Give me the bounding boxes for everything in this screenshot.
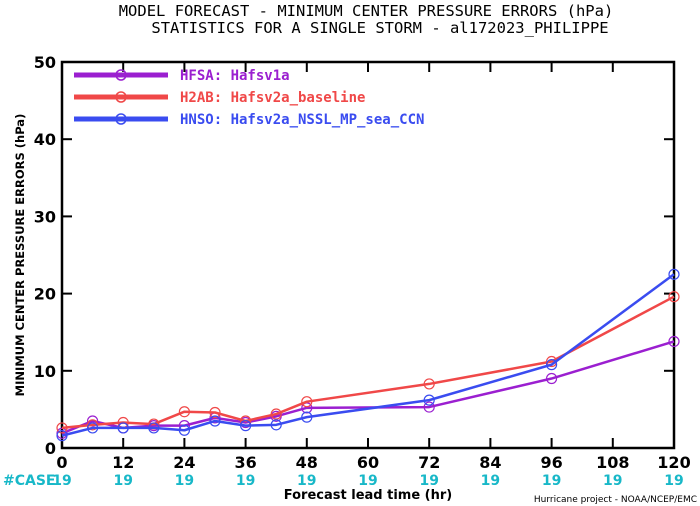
y-tick-label: 0 <box>45 439 56 458</box>
case-count: 19 <box>481 473 500 489</box>
case-count: 19 <box>297 473 316 489</box>
data-point <box>56 430 68 442</box>
data-point <box>423 378 435 390</box>
legend-label: HFSA: Hafsv1a <box>180 68 290 84</box>
legend-marker <box>115 69 127 81</box>
legend-marker <box>115 113 127 125</box>
legend-label: H2AB: Hafsv2a_baseline <box>180 90 365 106</box>
case-count: 19 <box>542 473 561 489</box>
data-point <box>301 396 313 408</box>
data-point <box>86 419 99 431</box>
x-tick-label: 0 <box>56 453 67 472</box>
y-tick-label: 50 <box>34 53 56 72</box>
x-tick-label: 120 <box>657 453 690 472</box>
case-count: 19 <box>358 473 377 489</box>
x-tick-label: 48 <box>296 453 318 472</box>
legend-item: H2AB: Hafsv2a_baseline <box>74 90 365 106</box>
x-tick-label: 108 <box>596 453 629 472</box>
legend-label: HNSO: Hafsv2a_NSSL_MP_sea_CCN <box>180 112 424 128</box>
credit-text: Hurricane project - NOAA/NCEP/EMC <box>534 495 697 505</box>
data-point <box>209 415 221 427</box>
data-point <box>178 424 190 436</box>
y-axis: 0 10 20 30 40 50 <box>34 53 674 458</box>
x-axis: 0 12 24 36 48 60 72 84 96 108 120 <box>56 62 691 472</box>
case-count: 19 <box>113 473 132 489</box>
case-count: 19 <box>52 473 71 489</box>
data-point <box>270 408 282 420</box>
case-label: #CASE <box>3 473 56 489</box>
x-axis-label: Forecast lead time (hr) <box>284 488 452 503</box>
data-point <box>86 422 99 434</box>
case-count: 19 <box>603 473 622 489</box>
data-point <box>423 394 435 406</box>
data-point <box>148 422 160 434</box>
x-tick-label: 60 <box>357 453 379 472</box>
series-layer <box>56 268 680 442</box>
case-count: 19 <box>236 473 255 489</box>
x-tick-label: 12 <box>112 453 134 472</box>
data-point <box>423 401 435 413</box>
chart-title: MODEL FORECAST - MINIMUM CENTER PRESSURE… <box>119 2 614 20</box>
chart-subtitle: STATISTICS FOR A SINGLE STORM - al172023… <box>151 19 608 37</box>
x-tick-label: 72 <box>418 453 440 472</box>
case-counts: 19 19 19 19 19 19 19 19 19 19 19 <box>52 473 683 489</box>
data-point <box>56 422 68 434</box>
x-tick-label: 84 <box>479 453 501 472</box>
data-point <box>270 419 282 431</box>
legend-item: HNSO: Hafsv2a_NSSL_MP_sea_CCN <box>74 112 424 128</box>
series-1 <box>56 291 680 434</box>
series-line <box>61 273 675 437</box>
x-tick-label: 24 <box>173 453 195 472</box>
legend: HFSA: Hafsv1a H2AB: Hafsv2a_baseline HNSO:… <box>74 68 424 128</box>
y-axis-label: MINIMUM CENTER PRESSURE ERRORS (hPa) <box>13 114 27 397</box>
y-tick-label: 20 <box>34 285 56 304</box>
data-point <box>545 372 558 385</box>
series-2 <box>56 268 680 442</box>
data-point <box>209 406 221 419</box>
data-point <box>668 291 680 303</box>
data-point <box>117 422 129 434</box>
data-point <box>545 359 558 371</box>
legend-marker <box>115 91 127 103</box>
legend-item: HFSA: Hafsv1a <box>74 68 290 84</box>
x-tick-label: 36 <box>234 453 256 472</box>
x-tick-label: 96 <box>540 453 562 472</box>
data-point <box>301 411 313 423</box>
data-point <box>668 268 680 280</box>
data-point <box>178 406 190 418</box>
y-tick-label: 30 <box>34 207 56 226</box>
data-point <box>240 420 252 432</box>
data-point <box>668 335 680 348</box>
y-tick-label: 10 <box>34 362 56 381</box>
case-count: 19 <box>419 473 438 489</box>
case-count: 19 <box>175 473 194 489</box>
y-tick-label: 40 <box>34 130 56 149</box>
case-count: 19 <box>664 473 683 489</box>
